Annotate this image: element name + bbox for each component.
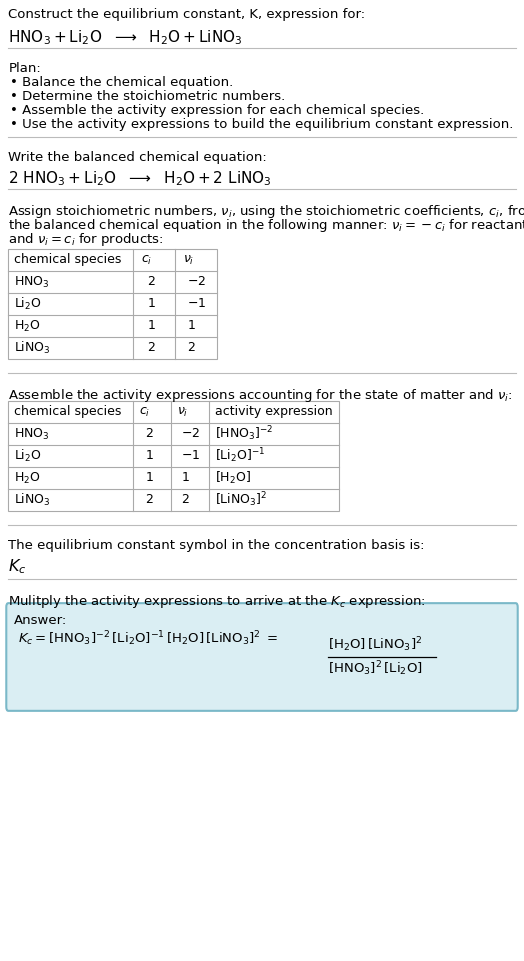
Text: $\mathrm{HNO_3 + Li_2O\ \ \longrightarrow\ \ H_2O + LiNO_3}$: $\mathrm{HNO_3 + Li_2O\ \ \longrightarro…	[8, 28, 243, 47]
Text: Plan:: Plan:	[8, 62, 41, 75]
Text: $1$: $1$	[188, 319, 196, 333]
Text: $[\mathrm{H_2O}]\,[\mathrm{LiNO_3}]^2$: $[\mathrm{H_2O}]\,[\mathrm{LiNO_3}]^2$	[329, 635, 423, 654]
Text: • Assemble the activity expression for each chemical species.: • Assemble the activity expression for e…	[10, 104, 424, 117]
Text: Assign stoichiometric numbers, $\nu_i$, using the stoichiometric coefficients, $: Assign stoichiometric numbers, $\nu_i$, …	[8, 203, 524, 220]
Text: • Balance the chemical equation.: • Balance the chemical equation.	[10, 76, 234, 89]
Text: $-2$: $-2$	[181, 428, 201, 440]
Text: $2$: $2$	[188, 341, 196, 355]
Text: • Determine the stoichiometric numbers.: • Determine the stoichiometric numbers.	[10, 90, 286, 103]
Text: 2: 2	[145, 494, 153, 506]
Text: $[\mathrm{HNO_3}]^{-2}$: $[\mathrm{HNO_3}]^{-2}$	[215, 425, 274, 443]
Text: Write the balanced chemical equation:: Write the balanced chemical equation:	[8, 151, 267, 164]
Bar	[8, 401, 340, 511]
Text: The equilibrium constant symbol in the concentration basis is:: The equilibrium constant symbol in the c…	[8, 539, 425, 552]
Text: $2$: $2$	[181, 494, 190, 506]
Text: $[\mathrm{HNO_3}]^2\,[\mathrm{Li_2O}]$: $[\mathrm{HNO_3}]^2\,[\mathrm{Li_2O}]$	[329, 659, 423, 678]
Text: $\mathrm{Li_2O}$: $\mathrm{Li_2O}$	[14, 296, 42, 312]
Text: $\mathrm{Li_2O}$: $\mathrm{Li_2O}$	[14, 448, 42, 464]
Text: Assemble the activity expressions accounting for the state of matter and $\nu_i$: Assemble the activity expressions accoun…	[8, 387, 513, 404]
Text: 1: 1	[145, 472, 153, 484]
Text: the balanced chemical equation in the following manner: $\nu_i = -c_i$ for react: the balanced chemical equation in the fo…	[8, 217, 524, 234]
Text: $-2$: $-2$	[188, 276, 206, 288]
Text: $[\mathrm{Li_2O}]^{-1}$: $[\mathrm{Li_2O}]^{-1}$	[215, 447, 266, 465]
Text: $K_c = [\mathrm{HNO_3}]^{-2}\,[\mathrm{Li_2O}]^{-1}\,[\mathrm{H_2O}]\,[\mathrm{L: $K_c = [\mathrm{HNO_3}]^{-2}\,[\mathrm{L…	[18, 629, 279, 649]
Text: Construct the equilibrium constant, K, expression for:: Construct the equilibrium constant, K, e…	[8, 8, 366, 21]
Text: activity expression: activity expression	[215, 406, 333, 418]
Text: $-1$: $-1$	[188, 298, 206, 310]
Text: $\mathrm{H_2O}$: $\mathrm{H_2O}$	[14, 318, 41, 333]
Text: 1: 1	[147, 319, 155, 333]
Text: 2: 2	[147, 276, 155, 288]
Text: $K_c$: $K_c$	[8, 557, 27, 576]
FancyBboxPatch shape	[6, 604, 518, 711]
Text: $\mathrm{LiNO_3}$: $\mathrm{LiNO_3}$	[14, 340, 51, 356]
Text: $c_i$: $c_i$	[141, 254, 152, 266]
Text: $[\mathrm{H_2O}]$: $[\mathrm{H_2O}]$	[215, 470, 252, 486]
Text: $1$: $1$	[181, 472, 190, 484]
Text: $\mathrm{H_2O}$: $\mathrm{H_2O}$	[14, 471, 41, 485]
Bar	[8, 249, 217, 359]
Text: chemical species: chemical species	[14, 254, 122, 266]
Text: $c_i$: $c_i$	[139, 406, 150, 419]
Text: $\mathrm{LiNO_3}$: $\mathrm{LiNO_3}$	[14, 492, 51, 508]
Text: and $\nu_i = c_i$ for products:: and $\nu_i = c_i$ for products:	[8, 231, 164, 248]
Text: $\mathrm{HNO_3}$: $\mathrm{HNO_3}$	[14, 275, 50, 289]
Text: $\nu_i$: $\nu_i$	[178, 406, 189, 419]
Text: $\mathrm{2\ HNO_3 + Li_2O\ \ \longrightarrow\ \ H_2O + 2\ LiNO_3}$: $\mathrm{2\ HNO_3 + Li_2O\ \ \longrighta…	[8, 169, 272, 187]
Text: • Use the activity expressions to build the equilibrium constant expression.: • Use the activity expressions to build …	[10, 118, 514, 131]
Text: chemical species: chemical species	[14, 406, 122, 418]
Text: 2: 2	[145, 428, 153, 440]
Text: 1: 1	[147, 298, 155, 310]
Text: $[\mathrm{LiNO_3}]^2$: $[\mathrm{LiNO_3}]^2$	[215, 491, 268, 509]
Text: $-1$: $-1$	[181, 450, 201, 462]
Text: Answer:: Answer:	[14, 614, 68, 627]
Text: $\nu_i$: $\nu_i$	[183, 254, 195, 266]
Text: Mulitply the activity expressions to arrive at the $K_c$ expression:: Mulitply the activity expressions to arr…	[8, 593, 426, 610]
Text: $\mathrm{HNO_3}$: $\mathrm{HNO_3}$	[14, 427, 50, 441]
Text: 2: 2	[147, 341, 155, 355]
Text: 1: 1	[145, 450, 153, 462]
